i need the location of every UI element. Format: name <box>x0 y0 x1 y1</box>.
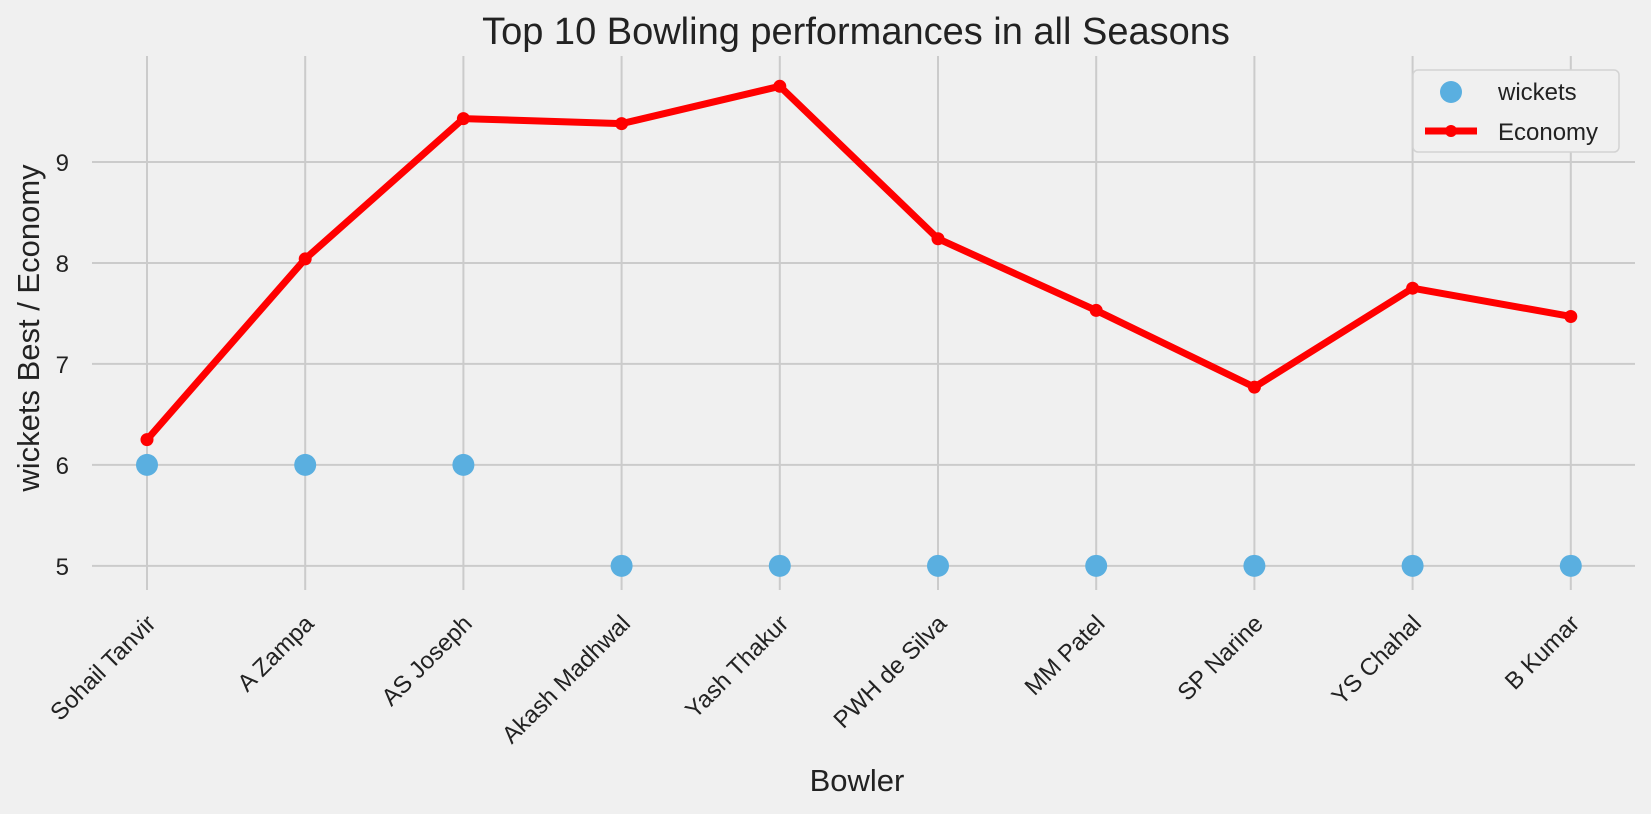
x-tick-label: YS Chahal <box>1327 610 1427 710</box>
x-tick-label: Akash Madhwal <box>497 610 636 749</box>
legend-economy-marker <box>1445 125 1457 137</box>
economy-point <box>1247 380 1261 394</box>
axes: 5 6 7 8 9 Sohail Tanvir A Zampa AS Joseph Akash … <box>45 150 1585 749</box>
legend: wickets Economy <box>1412 69 1620 153</box>
y-tick-label: 7 <box>56 352 69 379</box>
x-tick-label: AS Joseph <box>376 610 477 711</box>
legend-economy-label: Economy <box>1498 119 1598 146</box>
economy-point <box>456 112 470 126</box>
economy-point <box>140 433 154 447</box>
plot-area <box>136 79 1582 577</box>
legend-wickets-marker <box>1440 81 1462 103</box>
grid <box>92 56 1635 590</box>
economy-point <box>1406 281 1420 295</box>
x-tick-label: MM Patel <box>1020 610 1111 701</box>
wickets-point <box>294 453 317 476</box>
wickets-point <box>452 453 475 476</box>
x-tick-label: SP Narine <box>1173 610 1269 706</box>
x-tick-label: B Kumar <box>1500 610 1585 695</box>
wickets-point <box>1085 554 1108 577</box>
x-tick-label: A Zampa <box>232 610 319 697</box>
economy-point <box>773 79 787 93</box>
wickets-point <box>136 453 158 476</box>
chart-title: Top 10 Bowling performances in all Seaso… <box>482 11 1230 53</box>
y-axis-label: wickets Best / Economy <box>11 164 46 493</box>
economy-point <box>931 232 945 246</box>
economy-line <box>143 82 1575 444</box>
x-tick-label: Yash Thakur <box>680 610 794 724</box>
y-tick-label: 6 <box>56 453 69 480</box>
wickets-point <box>610 554 633 577</box>
wickets-point <box>927 554 949 577</box>
economy-point <box>615 117 629 131</box>
y-tick-label: 9 <box>56 150 69 177</box>
legend-wickets-label: wickets <box>1497 79 1577 106</box>
economy-point <box>298 252 312 266</box>
wickets-point <box>1401 554 1424 577</box>
x-axis-label: Bowler <box>810 763 905 798</box>
wickets-point <box>1243 554 1266 577</box>
x-tick-label: PWH de Silva <box>828 610 952 734</box>
y-tick-label: 5 <box>56 554 69 581</box>
wickets-point <box>768 554 791 577</box>
economy-point <box>1089 303 1103 317</box>
y-tick-label: 8 <box>56 251 69 278</box>
wickets-point <box>1559 554 1582 577</box>
economy-point <box>1564 309 1578 323</box>
x-tick-label: Sohail Tanvir <box>45 610 161 726</box>
